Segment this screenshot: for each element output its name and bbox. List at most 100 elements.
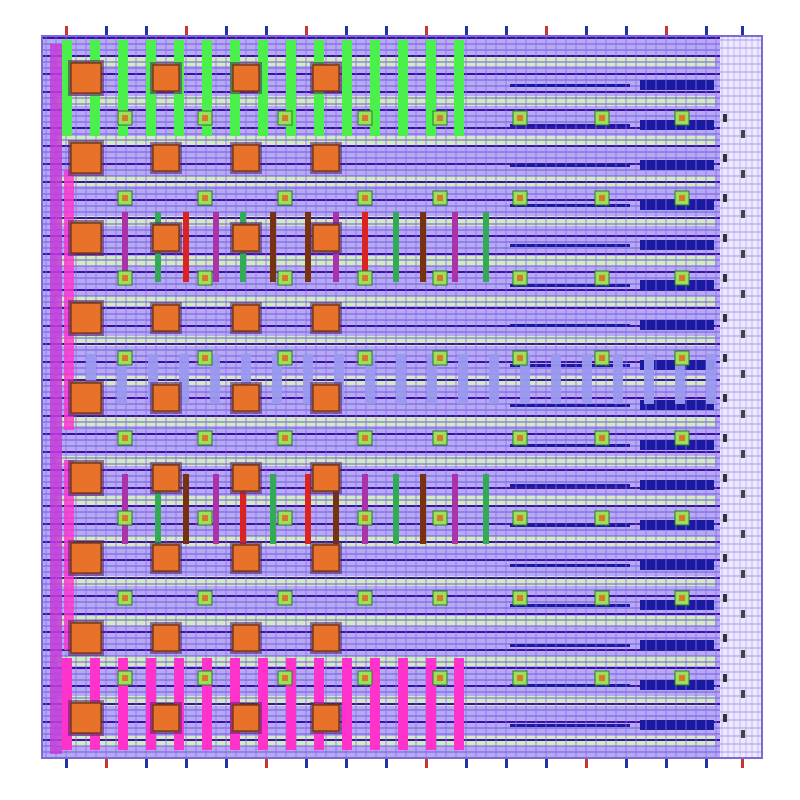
- signal-rail: [510, 164, 630, 167]
- bottom-power-strap: [62, 658, 72, 750]
- vertical-bar-upper: [183, 212, 189, 282]
- via-core: [679, 115, 685, 121]
- edge-marker: [741, 490, 745, 498]
- via-core: [202, 435, 208, 441]
- signal-rail: [510, 564, 630, 567]
- edge-marker: [741, 530, 745, 538]
- power-rail: [640, 80, 714, 90]
- edge-marker: [723, 274, 727, 282]
- mid-decap-block: [644, 354, 654, 404]
- edge-marker: [723, 594, 727, 602]
- vertical-bar-lower: [305, 474, 311, 544]
- power-rail: [640, 160, 714, 170]
- vertical-bar-lower: [155, 474, 161, 544]
- edge-marker: [723, 514, 727, 522]
- via-core: [679, 595, 685, 601]
- mid-decap-block: [489, 354, 499, 404]
- via-core: [517, 515, 523, 521]
- power-rail: [640, 720, 714, 730]
- via-core: [362, 435, 368, 441]
- top-pin: [665, 26, 668, 36]
- via-array-layer: [117, 110, 745, 738]
- vertical-bar-lower: [420, 474, 426, 544]
- bottom-pin: [225, 758, 228, 768]
- via-core: [122, 275, 128, 281]
- mid-decap-block: [117, 354, 127, 404]
- top-pin: [741, 26, 744, 36]
- vertical-bar-lower: [393, 474, 399, 544]
- edge-marker: [723, 394, 727, 402]
- mid-decap-block: [179, 354, 189, 404]
- vertical-bar-lower: [483, 474, 489, 544]
- via-core: [599, 115, 605, 121]
- power-rail: [640, 480, 714, 490]
- row-band: [55, 696, 715, 706]
- mid-decap-block: [582, 354, 592, 404]
- mid-decap-block: [675, 354, 685, 404]
- bottom-pin: [265, 758, 268, 768]
- vertical-bar-lower: [452, 474, 458, 544]
- edge-marker: [741, 450, 745, 458]
- via-core: [517, 595, 523, 601]
- top-pin: [585, 26, 588, 36]
- top-pin: [145, 26, 148, 36]
- via-core: [362, 275, 368, 281]
- mid-decap-block: [427, 354, 437, 404]
- power-rail: [640, 240, 714, 250]
- edge-marker: [741, 210, 745, 218]
- bottom-power-strap: [202, 658, 212, 750]
- via-core: [437, 355, 443, 361]
- bottom-pin: [345, 758, 348, 768]
- bond-pad: [232, 224, 260, 252]
- top-pin: [385, 26, 388, 36]
- via-core: [679, 675, 685, 681]
- row-band: [55, 576, 715, 586]
- via-core: [362, 195, 368, 201]
- edge-marker: [741, 650, 745, 658]
- via-core: [362, 595, 368, 601]
- bottom-pin: [505, 758, 508, 768]
- bottom-pin: [145, 758, 148, 768]
- via-core: [122, 595, 128, 601]
- row-band: [55, 296, 715, 306]
- mid-decap-block: [706, 354, 716, 404]
- bond-pad: [312, 64, 340, 92]
- top-pin: [545, 26, 548, 36]
- via-core: [282, 275, 288, 281]
- via-core: [437, 435, 443, 441]
- edge-marker: [741, 690, 745, 698]
- mid-decap-block: [334, 354, 344, 404]
- top-power-strap: [286, 40, 296, 136]
- power-rail: [640, 640, 714, 650]
- top-power-strap: [118, 40, 128, 136]
- mid-decap-block: [210, 354, 220, 404]
- bond-pad: [312, 704, 340, 732]
- via-core: [202, 595, 208, 601]
- via-core: [599, 275, 605, 281]
- bond-pad: [152, 304, 180, 332]
- vertical-bar-upper: [483, 212, 489, 282]
- via-core: [282, 675, 288, 681]
- edge-marker: [741, 410, 745, 418]
- bottom-power-strap: [398, 658, 408, 750]
- signal-rail: [510, 444, 630, 447]
- bottom-power-strap: [118, 658, 128, 750]
- pin-layer: [65, 26, 744, 768]
- via-core: [282, 595, 288, 601]
- via-core: [679, 515, 685, 521]
- bottom-power-strap: [342, 658, 352, 750]
- top-pin: [225, 26, 228, 36]
- edge-marker: [741, 570, 745, 578]
- via-core: [122, 675, 128, 681]
- bottom-pin: [545, 758, 548, 768]
- via-core: [679, 355, 685, 361]
- bond-pad: [232, 64, 260, 92]
- via-core: [122, 435, 128, 441]
- via-core: [599, 435, 605, 441]
- bottom-power-strap: [258, 658, 268, 750]
- via-core: [437, 195, 443, 201]
- bottom-pin: [385, 758, 388, 768]
- via-core: [437, 115, 443, 121]
- signal-rail: [510, 84, 630, 87]
- via-core: [202, 355, 208, 361]
